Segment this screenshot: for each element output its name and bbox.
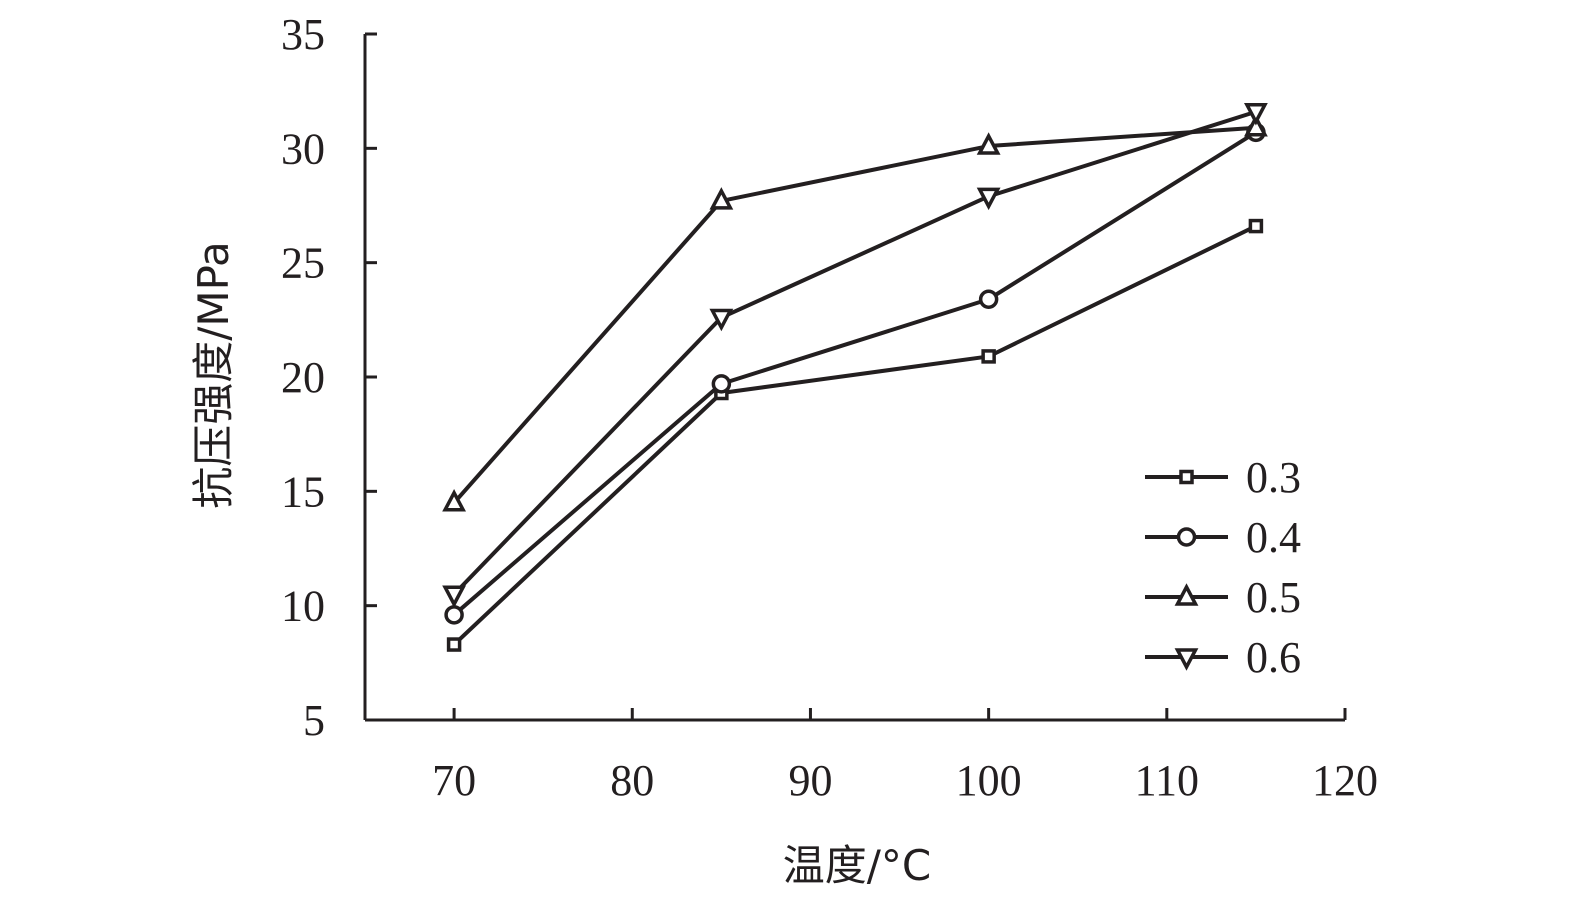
- x-tick-label: 80: [610, 756, 654, 805]
- data-point-0.6: [709, 308, 734, 332]
- legend-label: 0.3: [1246, 453, 1301, 502]
- legend-marker: [1174, 583, 1199, 606]
- y-tick-label: 25: [281, 239, 325, 288]
- x-tick-label: 70: [432, 756, 476, 805]
- data-point-0.5: [442, 489, 466, 512]
- legend-item-0.3: 0.3: [1145, 453, 1301, 502]
- series-line-0.4: [452, 130, 1257, 617]
- data-point-0.6: [976, 187, 1001, 211]
- data-point-0.4: [978, 289, 999, 310]
- data-point-0.6: [442, 585, 466, 608]
- legend: 0.3 0.4 0.5 0.6: [1145, 453, 1301, 682]
- data-point-0.6: [1244, 102, 1268, 126]
- data-point-0.5: [709, 187, 734, 210]
- data-point-0.5: [1244, 114, 1268, 137]
- y-axis-ticks: 5 10 15 20 25 30 35: [281, 10, 377, 745]
- series-line-0.5: [452, 125, 1257, 505]
- y-tick-label: 10: [281, 582, 325, 631]
- x-axis-ticks: 70 80 90 100 110 120: [432, 708, 1378, 805]
- legend-item-0.6: 0.6: [1145, 633, 1301, 682]
- legend-marker: [1176, 527, 1197, 547]
- x-tick-label: 90: [788, 756, 832, 805]
- series-line-0.6: [452, 109, 1257, 596]
- legend-marker: [1179, 469, 1194, 485]
- y-tick-label: 15: [281, 467, 325, 516]
- x-axis-title: 温度/°C: [783, 841, 931, 890]
- y-tick-label: 35: [281, 10, 325, 59]
- y-tick-label: 20: [281, 353, 325, 402]
- data-point-0.4: [711, 374, 732, 394]
- series-markers: [442, 102, 1268, 652]
- data-point-0.3: [1248, 218, 1264, 234]
- x-tick-label: 100: [956, 756, 1022, 805]
- y-tick-label: 5: [303, 696, 325, 745]
- legend-label: 0.4: [1246, 513, 1301, 562]
- legend-label: 0.5: [1246, 573, 1301, 622]
- y-tick-label: 30: [281, 124, 325, 173]
- axes: [363, 34, 1345, 722]
- legend-label: 0.6: [1246, 633, 1301, 682]
- data-point-0.3: [981, 349, 996, 364]
- legend-item-0.5: 0.5: [1145, 573, 1301, 622]
- y-axis-title: 抗压强度/MPa: [189, 241, 238, 509]
- legend-marker: [1174, 648, 1199, 671]
- series-lines: [452, 109, 1257, 646]
- data-point-0.5: [976, 132, 1001, 155]
- data-point-0.3: [446, 637, 462, 652]
- data-point-0.4: [444, 605, 464, 625]
- x-tick-label: 120: [1312, 756, 1378, 805]
- x-tick-label: 110: [1135, 756, 1199, 805]
- series-line-0.3: [452, 224, 1257, 646]
- legend-item-0.4: 0.4: [1145, 513, 1301, 562]
